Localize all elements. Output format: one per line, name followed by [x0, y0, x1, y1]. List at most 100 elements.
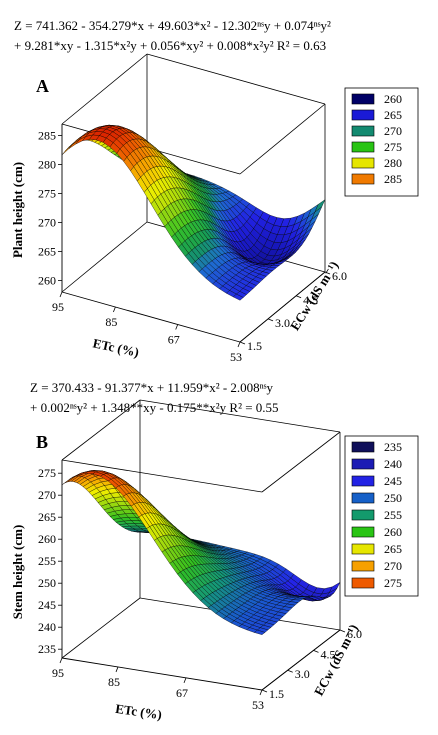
y-tick-label: 1.5 [247, 339, 262, 353]
x-tick-label: 95 [52, 666, 64, 680]
y-tick-mark [324, 271, 331, 275]
x-ticks-b: 95 85 67 53 [52, 657, 264, 712]
z-tick-label: 260 [38, 532, 56, 546]
panel-label-a: A [36, 76, 49, 96]
plot-box-front-b [61, 460, 341, 691]
y-tick-mark [267, 318, 274, 322]
surface-patch [232, 293, 244, 301]
box-edge [139, 399, 341, 433]
surface-patch [61, 144, 73, 156]
legend-swatch [351, 475, 375, 487]
surface-b [61, 470, 341, 635]
box-edge [61, 221, 148, 293]
y-tick-mark [261, 689, 268, 693]
surface-patch [68, 139, 80, 149]
box-edge [261, 431, 341, 493]
z-tick-label: 245 [38, 598, 56, 612]
equation-b-line1: Z = 370.433 - 91.377*x + 11.959*x² - 2.0… [30, 380, 274, 395]
x-tick-label: 53 [230, 350, 242, 364]
y-tick-mark [339, 629, 346, 633]
panel-label-b: B [36, 432, 48, 452]
legend-label: 260 [384, 92, 402, 106]
legend-swatch [351, 526, 375, 538]
legend-label: 270 [384, 124, 402, 138]
legend-swatch [351, 441, 375, 453]
surface-a [61, 124, 326, 301]
legend-swatch [351, 543, 375, 555]
box-edge [61, 597, 141, 659]
y-tick-label: 6.0 [347, 627, 362, 641]
legend-swatch [351, 157, 375, 169]
z-tick-label: 235 [38, 642, 56, 656]
legend-label: 275 [384, 576, 402, 590]
box-edge [61, 459, 263, 493]
z-tick-label: 250 [38, 576, 56, 590]
x-tick-mark [175, 324, 179, 330]
box-edge [61, 291, 241, 343]
legend-label: 280 [384, 156, 402, 170]
z-tick-label: 275 [38, 187, 56, 201]
box-edge [61, 53, 148, 125]
x-tick-mark [115, 666, 119, 673]
x-tick-mark [59, 657, 63, 664]
y-tick-label: 3.0 [275, 316, 290, 330]
z-tick-label: 265 [38, 510, 56, 524]
z-ticks-a: 260 265 270 275 280 285 [38, 129, 62, 287]
legend-swatch [351, 93, 375, 105]
z-tick-label: 265 [38, 244, 56, 258]
x-axis-title-a: ETc (%) [91, 335, 140, 359]
legend-swatch [351, 458, 375, 470]
x-tick-mark [259, 689, 263, 696]
legend-a: 260 265 270 275 280 285 [344, 87, 419, 197]
box-edge [146, 53, 326, 105]
x-tick-label: 67 [168, 333, 180, 347]
box-edge [61, 399, 141, 461]
legend-swatch [351, 109, 375, 121]
legend-label: 240 [384, 457, 402, 471]
legend-swatch [351, 577, 375, 589]
surface-patch [253, 629, 266, 635]
y-tick-label: 6.0 [332, 269, 347, 283]
z-tick-label: 255 [38, 554, 56, 568]
x-tick-mark [59, 291, 63, 298]
y-tick-label: 4.5 [303, 293, 318, 307]
legend-label: 255 [384, 508, 402, 522]
z-axis-title-b: Stem height (cm) [10, 525, 25, 620]
z-tick-label: 270 [38, 215, 56, 229]
x-axis-title-b: ETc (%) [114, 701, 162, 722]
legend-label: 265 [384, 108, 402, 122]
legend-swatch [351, 492, 375, 504]
x-tick-label: 85 [108, 675, 120, 689]
x-tick-mark [183, 677, 187, 683]
y-tick-mark [313, 650, 319, 653]
z-tick-label: 275 [38, 466, 56, 480]
legend-label: 260 [384, 525, 402, 539]
legend-swatch [351, 125, 375, 137]
x-tick-label: 53 [252, 698, 264, 712]
y-tick-mark [287, 669, 293, 673]
legend-swatch [351, 509, 375, 521]
box-edge [61, 657, 263, 691]
legend-swatch [351, 141, 375, 153]
x-tick-mark [113, 306, 116, 313]
panel-b: Z = 370.433 - 91.377*x + 11.959*x² - 2.0… [10, 380, 419, 722]
plot-box-front-a [61, 124, 326, 343]
z-tick-label: 270 [38, 488, 56, 502]
legend-label: 235 [384, 440, 402, 454]
y-tick-mark [295, 295, 302, 299]
y-tick-label: 3.0 [295, 667, 310, 681]
y-tick-label: 1.5 [269, 687, 284, 701]
y-tick-mark [239, 341, 246, 345]
z-axis-title-a: Plant height (cm) [10, 162, 25, 258]
legend-swatch [351, 560, 375, 572]
box-edge [239, 271, 326, 343]
box-edge [239, 103, 326, 175]
z-tick-label: 280 [38, 158, 56, 172]
legend-label: 245 [384, 474, 402, 488]
x-tick-mark [237, 341, 241, 348]
legend-label: 285 [384, 172, 402, 186]
z-tick-label: 240 [38, 620, 56, 634]
equation-a-line1: Z = 741.362 - 354.279*x + 49.603*x² - 12… [14, 18, 331, 33]
legend-label: 270 [384, 559, 402, 573]
